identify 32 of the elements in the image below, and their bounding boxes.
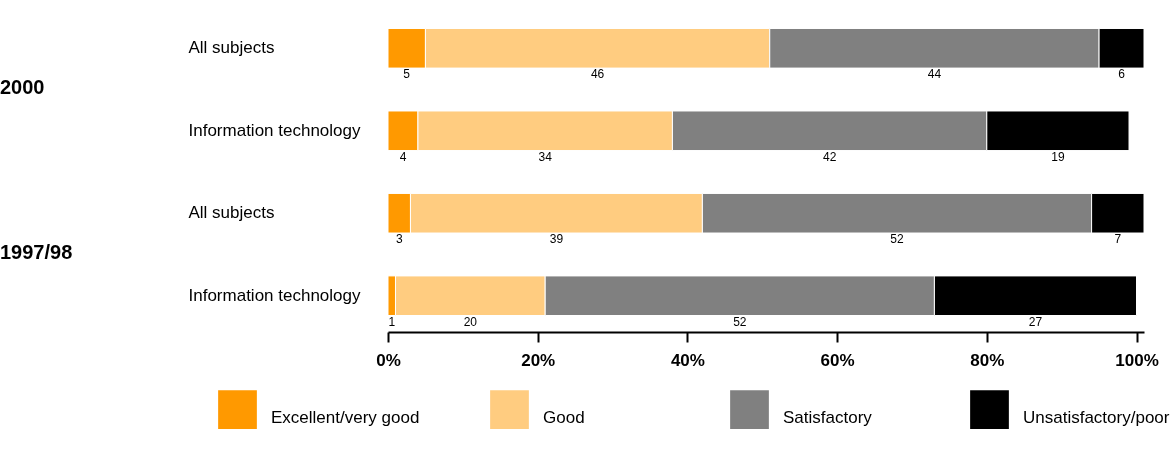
y-tick-label: Information technology (188, 120, 361, 140)
legend-label: Good (543, 407, 585, 427)
x-tick-label: 80% (970, 350, 1005, 370)
legend-label: Excellent/very good (271, 407, 420, 427)
x-tick-label: 100% (1115, 350, 1159, 370)
data-label: 39 (549, 232, 564, 247)
data-label: 6 (1118, 67, 1126, 82)
data-label: 27 (1028, 314, 1043, 329)
x-tick-label: 0% (376, 350, 401, 370)
y-tick-label: All subjects (188, 38, 275, 58)
data-label: 46 (590, 67, 605, 82)
legend-label: Unsatisfactory/poor (1023, 407, 1170, 427)
data-label: 1 (388, 314, 396, 329)
x-tick-label: 20% (521, 350, 556, 370)
text: 2000 (0, 76, 45, 99)
data-label: 7 (1114, 232, 1122, 247)
data-label: 52 (890, 232, 904, 247)
data-label: 19 (1051, 149, 1065, 164)
x-tick-label: 60% (820, 350, 855, 370)
data-label: 3 (395, 232, 403, 247)
x-tick-label: 40% (670, 350, 705, 370)
data-label: 52 (733, 314, 747, 329)
data-label: 20 (463, 314, 478, 329)
legend-label: Satisfactory (783, 407, 873, 427)
data-label: 4 (399, 149, 407, 164)
y-tick-label: All subjects (188, 203, 275, 223)
y-tick-label: Information technology (188, 285, 361, 305)
data-label: 34 (538, 149, 553, 164)
text: 1997/98 (0, 241, 73, 264)
data-label: 42 (822, 149, 837, 164)
data-label: 5 (403, 67, 411, 82)
data-label: 44 (927, 67, 942, 82)
